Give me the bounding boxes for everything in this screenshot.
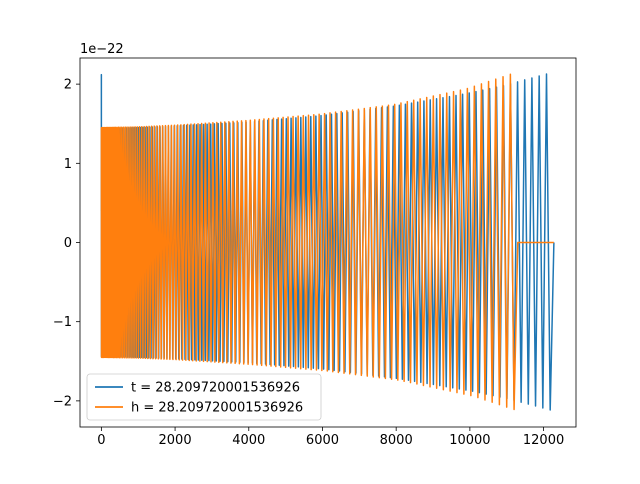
y-tick-label: −1 (53, 315, 72, 330)
x-tick-label: 10000 (449, 433, 490, 448)
legend: t = 28.209720001536926 h = 28.20972000153… (86, 373, 322, 421)
x-tick-label: 8000 (380, 433, 413, 448)
x-tick-label: 0 (97, 433, 105, 448)
x-tick-label: 6000 (306, 433, 339, 448)
legend-box (86, 373, 322, 421)
legend-label: h = 28.209720001536926 (131, 401, 303, 416)
legend-label: t = 28.209720001536926 (131, 381, 300, 396)
y-tick-label: 2 (64, 78, 72, 93)
axes: 0 2000 4000 6000 8000 10000 12000 −2 −1 0 1 2 (53, 57, 577, 448)
x-tick-label: 2000 (159, 433, 192, 448)
y-tick-label: 0 (64, 236, 72, 251)
y-offset-label: 1e−22 (80, 42, 124, 57)
y-tick-label: −2 (53, 394, 72, 409)
x-tick-label: 4000 (232, 433, 265, 448)
series-line-2 (100, 73, 554, 411)
y-tick-label: 1 (64, 157, 72, 172)
x-tick-label: 12000 (523, 433, 564, 448)
plot-area (100, 73, 555, 411)
